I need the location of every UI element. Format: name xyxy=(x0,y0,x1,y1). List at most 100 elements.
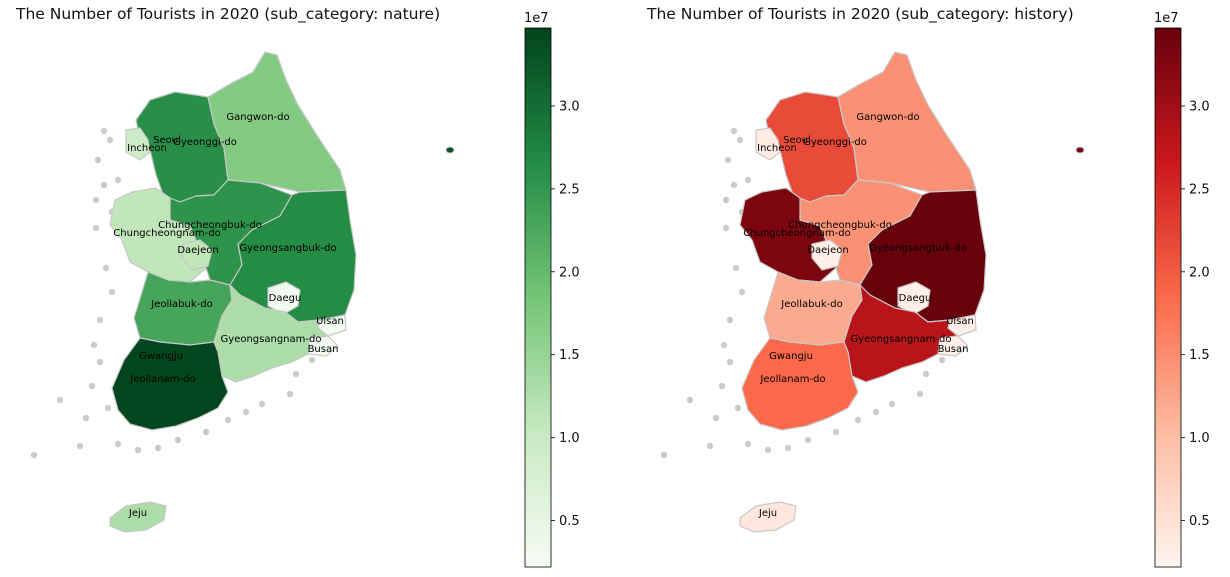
region-daejeon[interactable] xyxy=(181,239,213,271)
island-speck xyxy=(722,224,730,232)
island-speck xyxy=(308,356,316,364)
island-speck xyxy=(832,428,840,436)
island-speck xyxy=(872,408,880,416)
island-speck xyxy=(76,442,84,450)
island-speck xyxy=(712,414,720,422)
island-speck xyxy=(104,404,112,412)
island-speck xyxy=(804,436,812,444)
island-speck xyxy=(82,414,90,422)
region-ulsan[interactable] xyxy=(947,314,977,337)
region-label: Daejeon xyxy=(177,245,218,256)
korea-map xyxy=(30,51,455,533)
island-speck xyxy=(686,396,694,404)
island-speck xyxy=(56,396,64,404)
island-speck xyxy=(734,404,742,412)
colorbar-gradient xyxy=(1154,27,1182,568)
island-speck xyxy=(202,428,210,436)
region-busan[interactable] xyxy=(307,335,339,357)
korea-map xyxy=(660,51,1085,533)
island-speck xyxy=(888,400,896,408)
region-label: Jeju xyxy=(758,508,777,519)
region-label: Busan xyxy=(308,344,339,355)
region-label: Incheon xyxy=(127,143,167,154)
island-speck xyxy=(720,341,728,349)
island-speck xyxy=(292,370,300,378)
island-speck xyxy=(108,288,116,296)
island-speck xyxy=(92,224,100,232)
island-speck xyxy=(100,181,108,189)
region-label: Gyeongsangnam-do xyxy=(221,334,322,345)
colorbar-tick-label: 1.5 xyxy=(559,348,580,363)
colorbar-exponent: 1e7 xyxy=(1154,11,1179,26)
island-speck xyxy=(732,264,740,272)
map-title: The Number of Tourists in 2020 (sub_cate… xyxy=(16,5,441,23)
island-speck xyxy=(730,181,738,189)
region-label: Gwangju xyxy=(769,351,813,362)
region-label: Daegu xyxy=(899,293,932,304)
region-label: Seoul xyxy=(783,135,811,146)
region-label: Gangwon-do xyxy=(856,112,919,123)
region-ulsan[interactable] xyxy=(317,314,347,337)
region-label: Busan xyxy=(938,344,969,355)
colorbar-tick-label: 3.0 xyxy=(559,99,580,114)
colorbar-tick-label: 2.0 xyxy=(559,265,580,280)
island-speck xyxy=(744,440,752,448)
colorbar-exponent: 1e7 xyxy=(524,11,549,26)
region-label: Ulsan xyxy=(946,316,974,327)
island-speck xyxy=(96,316,104,324)
region-label: Gyeongsangbuk-do xyxy=(869,243,966,254)
island-speck xyxy=(102,264,110,272)
island-speck xyxy=(174,436,182,444)
region-busan[interactable] xyxy=(937,335,969,357)
region-jeju[interactable] xyxy=(739,501,797,533)
colorbar: 0.5 1.0 1.5 2.0 2.5 3.0 1e7 xyxy=(524,11,580,568)
map-panel-nature: The Number of Tourists in 2020 (sub_cate… xyxy=(0,0,615,573)
region-label: Gwangju xyxy=(139,351,183,362)
region-label: Jeollabuk-do xyxy=(150,299,212,310)
island-speck xyxy=(106,136,114,144)
island-speck xyxy=(922,370,930,378)
region-label: Chungcheongbuk-do xyxy=(158,220,262,231)
region-label: Daegu xyxy=(269,293,302,304)
region-jeollanam-do[interactable] xyxy=(111,337,229,431)
island-speck xyxy=(258,400,266,408)
region-label: Jeollabuk-do xyxy=(780,299,842,310)
island-speck xyxy=(718,382,726,390)
island-speck xyxy=(744,176,752,184)
region-incheon[interactable] xyxy=(125,127,151,161)
island-speck xyxy=(738,288,746,296)
island-speck xyxy=(938,356,946,364)
island-speck xyxy=(286,390,294,398)
region-label: Gyeonggi-do xyxy=(803,137,867,148)
island-speck xyxy=(94,156,102,164)
island-speck xyxy=(242,408,250,416)
region-daegu[interactable] xyxy=(267,281,301,315)
island-speck xyxy=(726,316,734,324)
region-incheon[interactable] xyxy=(755,127,781,161)
island-speck xyxy=(30,451,38,459)
region-daejeon[interactable] xyxy=(811,239,843,271)
region-daegu[interactable] xyxy=(897,281,931,315)
region-label: Incheon xyxy=(757,143,797,154)
colorbar-tick-label: 0.5 xyxy=(559,514,580,529)
colorbar-tick-label: 1.0 xyxy=(1189,431,1210,446)
colorbar: 0.5 1.0 1.5 2.0 2.5 3.0 1e7 xyxy=(1154,11,1210,568)
region-gangwon-do[interactable] xyxy=(207,51,347,193)
map-title: The Number of Tourists in 2020 (sub_cate… xyxy=(647,5,1074,23)
island-speck xyxy=(784,444,792,452)
island-speck xyxy=(730,127,738,135)
region-label: Gyeongsangnam-do xyxy=(851,334,952,345)
colorbar-gradient xyxy=(524,27,552,568)
region-jeju[interactable] xyxy=(109,501,167,533)
region-gangwon-do[interactable] xyxy=(837,51,977,193)
region-label: Chungcheongbuk-do xyxy=(788,220,892,231)
region-jeollanam-do[interactable] xyxy=(741,337,859,431)
island-speck xyxy=(724,156,732,164)
island-speck xyxy=(726,358,734,366)
region-label: Jeollanam-do xyxy=(129,374,195,385)
colorbar-tick-label: 2.5 xyxy=(1189,182,1210,197)
ulleungdo-island xyxy=(1075,146,1085,154)
region-label: Jeollanam-do xyxy=(759,374,825,385)
island-speck xyxy=(114,176,122,184)
